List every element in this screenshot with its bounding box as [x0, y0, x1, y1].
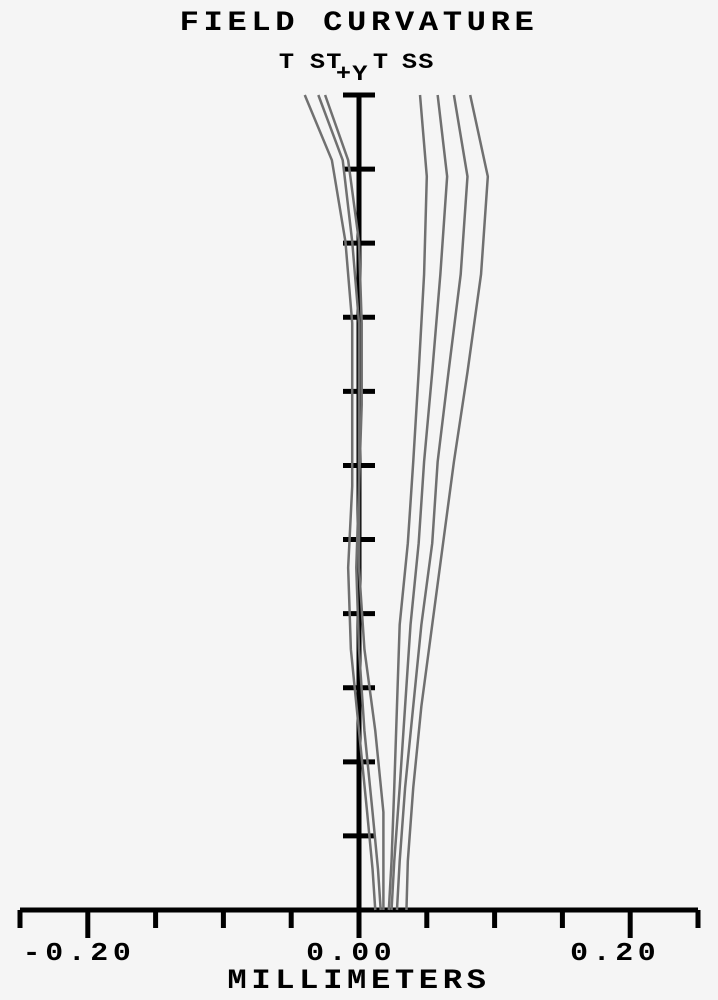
curve-1 — [318, 95, 380, 910]
x-axis-label: MILLIMETERS — [0, 966, 718, 997]
xtick-label-right: 0.20 — [570, 938, 660, 968]
xtick-label-left: -0.20 — [23, 938, 136, 968]
sublabel-t-left: T — [279, 50, 296, 75]
xtick-label-center: 0.00 — [306, 938, 396, 968]
field-curvature-chart: { "chart": { "type": "line", "title": "F… — [0, 0, 718, 1000]
curve-4 — [392, 95, 448, 910]
curve-0 — [305, 95, 376, 910]
sublabel-plus-y: +Y — [336, 62, 369, 87]
curve-6 — [406, 95, 487, 910]
curve-2 — [325, 95, 383, 910]
curve-5 — [397, 95, 468, 910]
sublabel-t-right: T — [373, 50, 390, 75]
plot-area — [0, 0, 718, 1000]
chart-title: FIELD CURVATURE — [0, 8, 718, 39]
sublabel-ss: SS — [402, 50, 435, 75]
